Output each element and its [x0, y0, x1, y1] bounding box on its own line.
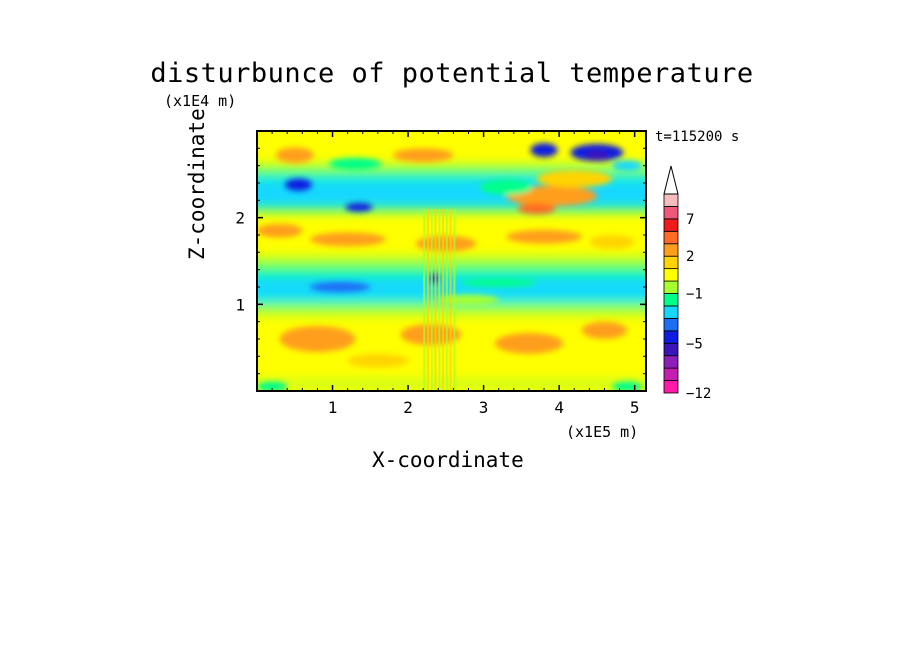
contour-patch [309, 281, 371, 293]
colorbar-extend-arrow [663, 165, 679, 195]
disturbance-stripe [426, 209, 429, 391]
colorbar-label: 2 [686, 249, 694, 265]
x-tick-label: 4 [554, 398, 564, 417]
contour-patch [275, 147, 314, 164]
contour-patch [284, 178, 313, 191]
contour-patch [581, 321, 628, 340]
disturbance-stripe [442, 209, 445, 391]
contour-patch [345, 202, 373, 212]
y-tick-label: 1 [235, 295, 245, 314]
contour-patch [612, 160, 643, 171]
colorbar-swatch [663, 380, 679, 394]
disturbance-stripe [438, 209, 441, 391]
colorbar-swatch [663, 243, 679, 257]
disturbance-stripe [445, 209, 448, 391]
contour-patch [257, 223, 303, 238]
y-axis-ticks: 12 [235, 147, 646, 375]
colorbar-swatch [663, 230, 679, 245]
x-tick-label: 3 [479, 398, 489, 417]
colorbar-label: −12 [686, 386, 711, 402]
contour-patch [392, 148, 454, 163]
colorbar-swatch [663, 193, 679, 207]
x-axis-ticks: 1 2 3 4 5 [271, 131, 640, 417]
contour-field [257, 131, 646, 391]
colorbar-label: −1 [686, 287, 703, 303]
colorbar-swatch [663, 342, 679, 357]
x-axis-label: X-coordinate [372, 448, 524, 472]
plot-frame [256, 130, 647, 392]
disturbance-stripe [453, 209, 456, 391]
contour-patch [494, 332, 563, 354]
colorbar-swatch [663, 280, 679, 294]
colorbar-label: 7 [686, 212, 694, 228]
colorbar-swatch [663, 317, 679, 332]
contour-patch [347, 353, 409, 368]
contour-patch [257, 381, 288, 391]
x-tick-label: 2 [403, 398, 413, 417]
disturbance-stripe [430, 209, 433, 391]
colorbar-swatch [663, 355, 679, 369]
colorbar-swatch [663, 218, 679, 232]
colorbar-swatch [663, 330, 679, 344]
colorbar-swatch [663, 293, 679, 307]
contour-band [257, 163, 646, 170]
contour-patch [479, 179, 533, 196]
disturbance-stripe [423, 209, 426, 391]
time-label: t=115200 s [655, 129, 740, 145]
contour-patch [309, 232, 386, 247]
contour-patch [536, 170, 613, 188]
colorbar-swatch [663, 206, 679, 220]
x-tick-label: 5 [630, 398, 640, 417]
contour-patch [530, 143, 558, 157]
disturbance-stripe [434, 209, 437, 391]
colorbar-label: −5 [686, 336, 703, 352]
colorbar-swatch [663, 367, 679, 381]
z-unit-label: (x1E4 m) [164, 92, 237, 110]
contour-patch [506, 229, 582, 244]
contour-patch [585, 150, 609, 160]
colorbar-swatch [663, 268, 679, 282]
contour-patch [460, 278, 537, 287]
x-tick-label: 1 [328, 398, 338, 417]
contour-patch [589, 235, 635, 249]
colorbar-swatch [663, 305, 679, 319]
contour-patch [517, 203, 556, 215]
colorbar-swatch [663, 255, 679, 270]
chart-title: disturbunce of potential temperature [150, 58, 754, 89]
contour-patch [279, 326, 356, 352]
x-unit-label: (x1E5 m) [566, 423, 639, 441]
y-tick-label: 2 [235, 209, 245, 228]
disturbance-stripe [449, 209, 452, 391]
contour-patch [328, 157, 382, 170]
colorbar: 7 2 −1 −5 −12 [663, 165, 711, 402]
